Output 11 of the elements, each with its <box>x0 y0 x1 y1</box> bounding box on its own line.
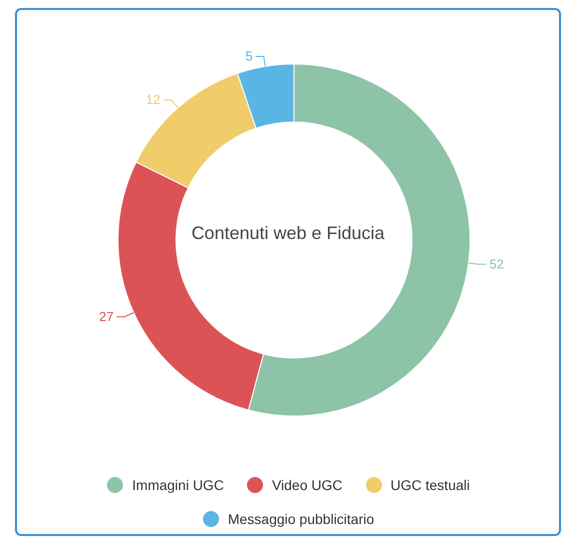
data-label: 12 <box>146 92 160 108</box>
legend-label: Video UGC <box>272 477 342 493</box>
legend-label: Immagini UGC <box>132 477 224 493</box>
data-label: 5 <box>245 48 253 64</box>
donut-slice <box>136 72 257 188</box>
data-label: 27 <box>99 308 114 324</box>
data-label: 52 <box>489 256 504 272</box>
legend-label: Messaggio pubblicitario <box>228 511 374 527</box>
card-frame: 52 27 12 5 Contenuti web e Fiducia Immagini UGC Video UGC UGC testuali Messaggio pubblicitario <box>15 8 561 536</box>
donut-slice <box>236 64 294 129</box>
legend-label: UGC testuali <box>390 477 470 493</box>
